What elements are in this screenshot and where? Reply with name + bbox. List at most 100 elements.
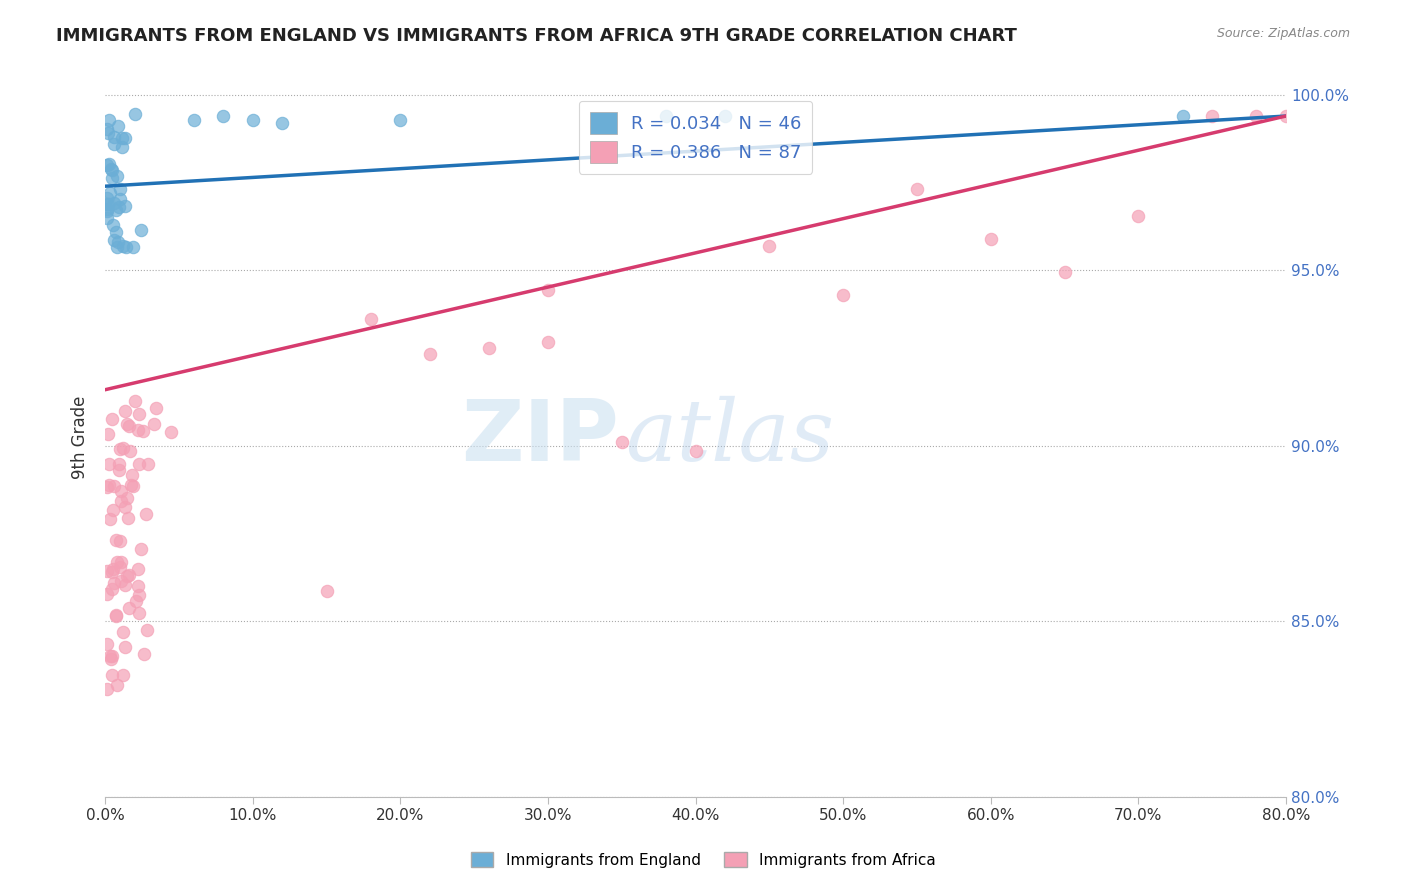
Point (212, 109, 235, 123)
Point (105, 202, 128, 217)
Point (117, 568, 139, 582)
Point (101, 163, 124, 178)
Point (110, 534, 132, 549)
Point (103, 233, 125, 247)
Point (128, 606, 150, 620)
Point (97, 126, 120, 140)
Point (110, 560, 132, 574)
Point (143, 417, 166, 431)
Point (145, 401, 167, 416)
Point (419, 346, 441, 360)
Point (242, 112, 264, 127)
Point (1053, 265, 1076, 279)
Point (110, 192, 132, 206)
Point (271, 116, 294, 130)
Point (110, 484, 132, 499)
Point (105, 169, 128, 183)
Point (115, 569, 138, 583)
Point (108, 200, 131, 214)
Text: atlas: atlas (624, 396, 834, 478)
Point (115, 491, 138, 505)
Point (105, 225, 128, 239)
Point (114, 577, 136, 591)
Point (103, 478, 125, 492)
Point (1201, 109, 1223, 123)
Point (103, 576, 125, 591)
Point (103, 562, 125, 576)
Point (98, 156, 121, 170)
Point (118, 600, 141, 615)
Point (685, 444, 707, 458)
Point (135, 507, 157, 521)
Point (127, 562, 149, 576)
Point (101, 503, 124, 517)
Point (114, 500, 136, 515)
Point (1275, 109, 1298, 123)
Point (478, 341, 501, 355)
Point (1171, 109, 1194, 123)
Point (96, 204, 118, 219)
Point (114, 130, 136, 145)
Point (758, 239, 780, 253)
Point (121, 468, 143, 483)
Point (97, 426, 120, 441)
Point (108, 182, 131, 196)
Point (127, 423, 149, 437)
Y-axis label: 9th Grade: 9th Grade (72, 395, 89, 479)
Point (96, 202, 118, 216)
Point (98, 478, 121, 492)
Point (112, 624, 135, 639)
Point (101, 566, 124, 580)
Point (112, 441, 135, 455)
Point (96, 587, 118, 601)
Point (96, 121, 118, 136)
Point (98, 113, 121, 128)
Point (96, 637, 118, 651)
Point (138, 457, 160, 471)
Point (107, 119, 129, 133)
Point (125, 593, 148, 607)
Point (128, 407, 150, 421)
Point (124, 107, 146, 121)
Point (118, 418, 141, 433)
Point (96, 211, 118, 225)
Point (101, 582, 124, 597)
Point (980, 232, 1002, 246)
Point (832, 288, 855, 302)
Point (100, 652, 122, 666)
Point (389, 112, 412, 127)
Text: Source: ZipAtlas.com: Source: ZipAtlas.com (1216, 27, 1350, 40)
Point (132, 647, 155, 661)
Point (122, 479, 145, 493)
Legend: Immigrants from England, Immigrants from Africa: Immigrants from England, Immigrants from… (463, 844, 943, 875)
Point (103, 195, 125, 210)
Point (905, 182, 928, 196)
Point (96, 681, 118, 696)
Point (183, 112, 205, 127)
Point (100, 161, 122, 176)
Point (714, 109, 737, 123)
Point (360, 312, 382, 326)
Point (537, 335, 560, 350)
Point (315, 583, 337, 598)
Point (110, 131, 132, 145)
Point (117, 417, 139, 431)
Point (127, 579, 149, 593)
Point (128, 588, 150, 602)
Point (1246, 109, 1268, 123)
Point (114, 640, 136, 655)
Point (112, 668, 135, 682)
Point (115, 240, 138, 254)
Point (124, 394, 146, 409)
Point (96, 564, 118, 578)
Point (131, 223, 153, 237)
Point (104, 608, 127, 623)
Point (101, 170, 124, 185)
Point (101, 412, 124, 426)
Point (111, 239, 134, 253)
Point (108, 462, 131, 476)
Point (108, 442, 131, 457)
Point (120, 477, 142, 491)
Text: IMMIGRANTS FROM ENGLAND VS IMMIGRANTS FROM AFRICA 9TH GRADE CORRELATION CHART: IMMIGRANTS FROM ENGLAND VS IMMIGRANTS FR… (56, 27, 1017, 45)
Point (98, 186, 121, 200)
